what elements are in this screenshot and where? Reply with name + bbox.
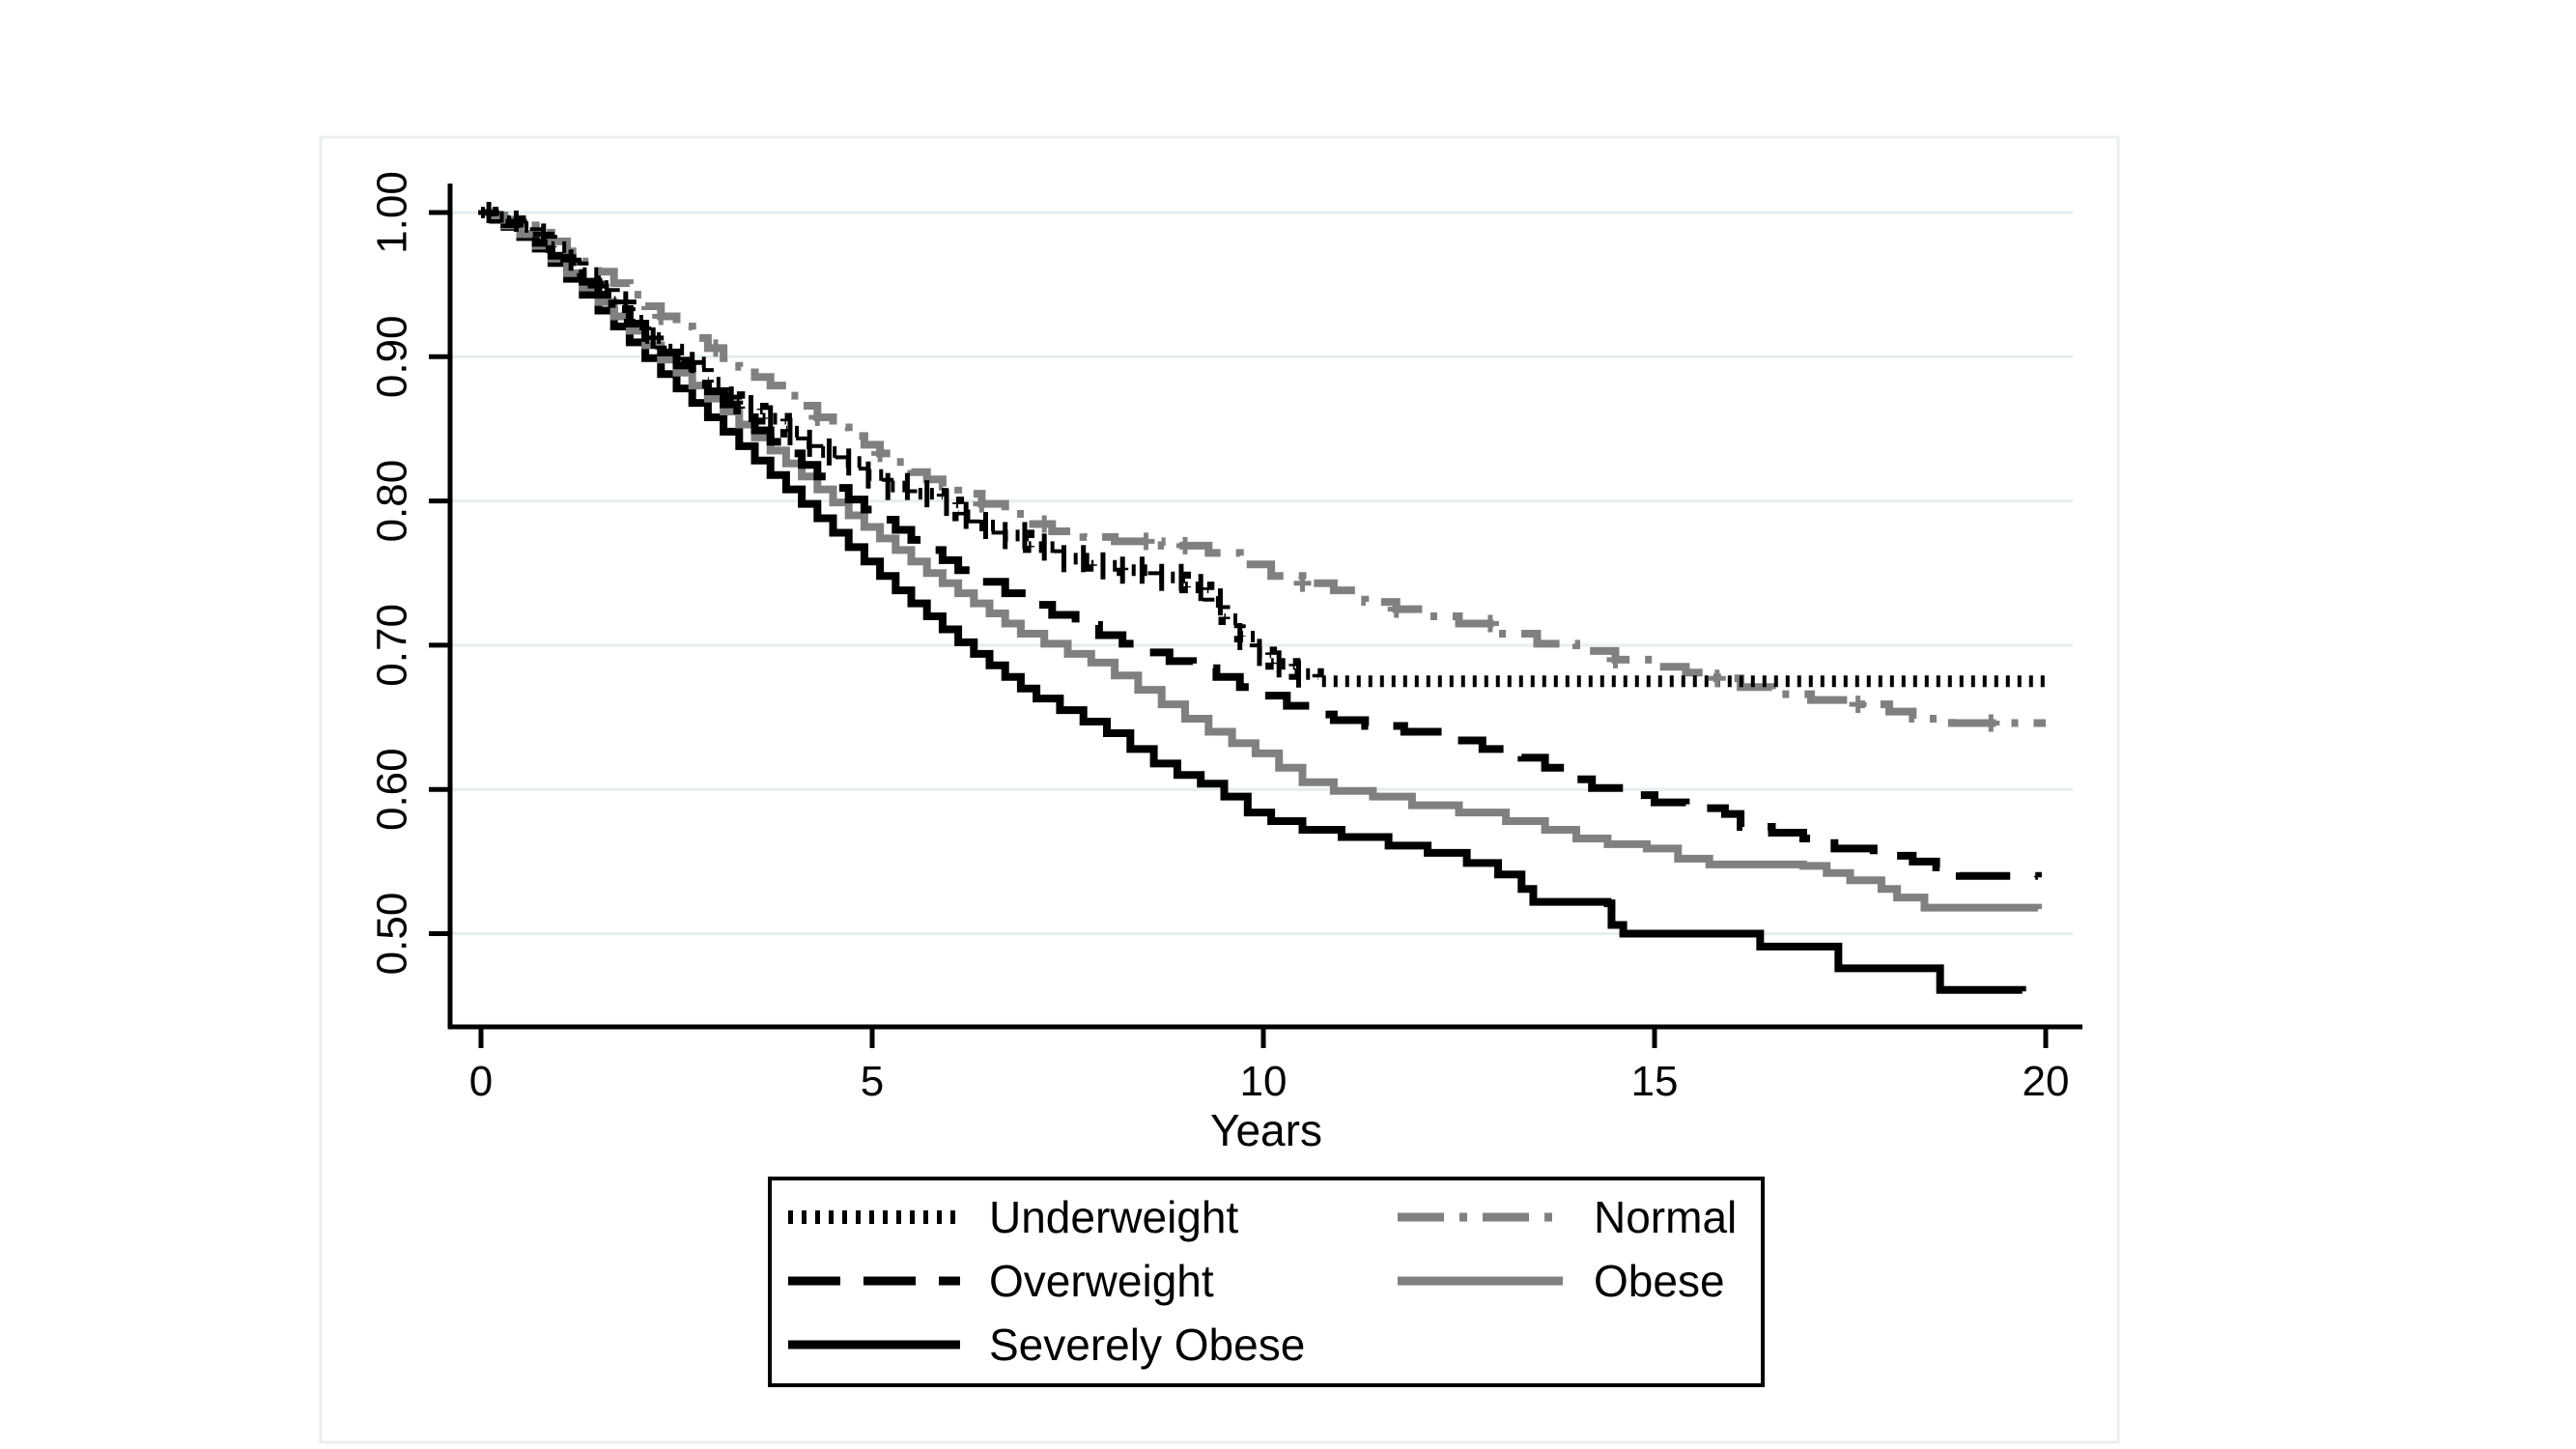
y-axis: 1.00 0.90 0.80 0.70 0.60 0.50 <box>369 171 453 1029</box>
x-tick-label-5: 5 <box>861 1058 884 1105</box>
x-axis-title: Years <box>1210 1105 1322 1155</box>
x-tick-label-15: 15 <box>1631 1058 1679 1105</box>
legend-label-underweight: Underweight <box>989 1192 1239 1242</box>
legend-item-obese: Obese <box>1398 1256 1725 1306</box>
legend-item-underweight: Underweight <box>788 1192 1238 1242</box>
y-tick-label-1.00: 1.00 <box>369 171 416 254</box>
y-tick-label-0.80: 0.80 <box>369 460 416 543</box>
legend-item-overweight: Overweight <box>788 1256 1214 1306</box>
legend-label-obese: Obese <box>1594 1256 1725 1306</box>
legend-label-severely-obese: Severely Obese <box>989 1320 1306 1370</box>
curve-underweight <box>481 207 2046 688</box>
legend-item-severely-obese: Severely Obese <box>788 1320 1305 1370</box>
x-axis: 0 5 10 15 20 Years <box>448 1024 2082 1155</box>
legend: Underweight Normal Overweight Obese Severely… <box>768 1177 1765 1387</box>
y-tick-label-0.70: 0.70 <box>369 604 416 687</box>
curve-overweight <box>481 209 2042 880</box>
legend-swatch-obese <box>1398 1276 1563 1286</box>
curve-normal <box>481 209 2046 727</box>
legend-label-overweight: Overweight <box>989 1256 1214 1306</box>
censor-marks <box>478 202 2000 732</box>
legend-swatch-normal <box>1398 1212 1563 1222</box>
y-tick-label-0.60: 0.60 <box>369 748 416 831</box>
legend-swatch-severely-obese <box>788 1340 960 1350</box>
y-tick-label-0.50: 0.50 <box>369 893 416 976</box>
x-tick-label-0: 0 <box>469 1058 493 1105</box>
legend-label-normal: Normal <box>1594 1192 1738 1242</box>
y-tick-label-0.90: 0.90 <box>369 315 416 398</box>
legend-item-normal: Normal <box>1398 1192 1737 1242</box>
legend-swatch-overweight <box>788 1276 960 1286</box>
x-tick-label-10: 10 <box>1240 1058 1288 1105</box>
x-tick-label-20: 20 <box>2023 1058 2070 1105</box>
legend-swatch-underweight <box>788 1210 960 1224</box>
curve-severely-obese <box>481 209 2026 994</box>
